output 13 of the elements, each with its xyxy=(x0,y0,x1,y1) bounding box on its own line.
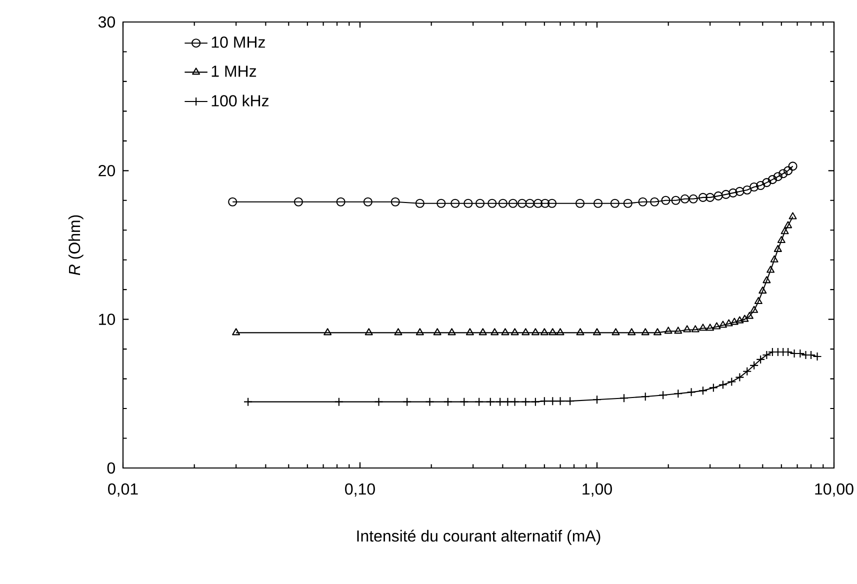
y-tick-label: 10 xyxy=(99,314,115,325)
x-tick-label: 0,01 xyxy=(108,483,138,497)
x-tick-label: 1,00 xyxy=(582,483,612,497)
y-tick-label: 20 xyxy=(98,165,115,176)
y-tick-label: 0 xyxy=(107,462,116,474)
legend-label: 1 MHz xyxy=(212,66,256,77)
legend-label: 100 kHz xyxy=(212,94,269,106)
legend-label: 10 MHz xyxy=(212,36,265,48)
y-tick-label: 30 xyxy=(98,16,115,28)
x-tick-label: 0,10 xyxy=(345,483,375,497)
x-axis-title: Intensité du courant alternatif (mA) xyxy=(357,530,600,545)
x-tick-label: 10,00 xyxy=(815,483,854,497)
y-axis-title: R (Ohm) xyxy=(68,215,84,276)
